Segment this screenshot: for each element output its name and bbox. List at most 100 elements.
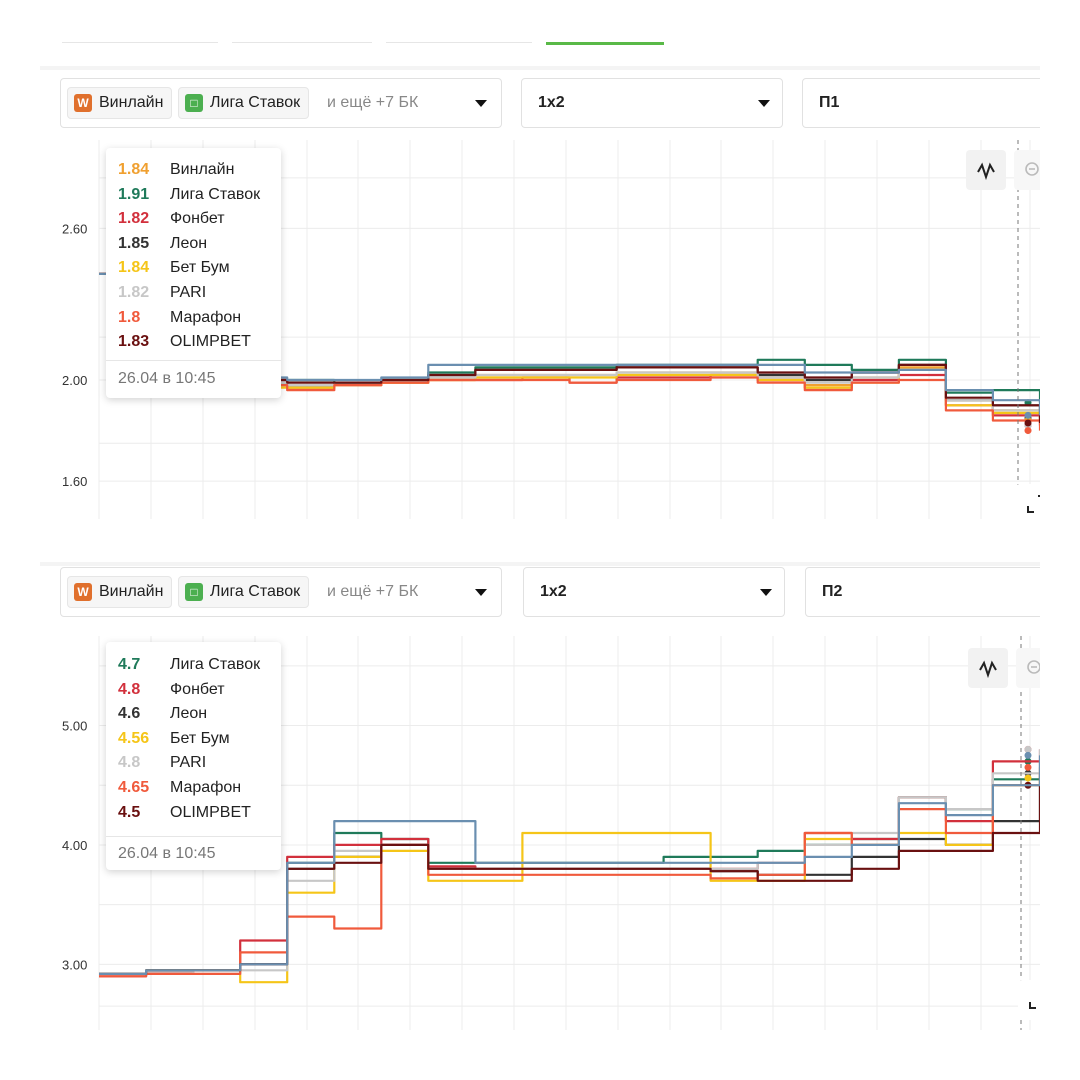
tooltip-row: 1.85 Леон: [118, 233, 207, 255]
liga-stavok-logo-icon: □: [185, 94, 203, 112]
chevron-down-icon[interactable]: [475, 589, 487, 596]
y-tick-label: 2.60: [62, 221, 87, 236]
tooltip-value: 4.8: [118, 754, 141, 772]
tooltip-row: 4.65 Марафон: [118, 777, 241, 799]
bk-chip-winline[interactable]: W Винлайн: [67, 576, 173, 608]
tooltip-row: 1.91 Лига Ставок: [118, 184, 260, 206]
top-tab-3[interactable]: [386, 36, 532, 43]
odds-chart-p2: 3.00 4.00 5.00: [62, 636, 1040, 1030]
bk-selector[interactable]: W Винлайн □ Лига Ставок и ещё +7 БК: [60, 567, 502, 617]
tooltip-row: 1.84 Бет Бум: [118, 257, 230, 279]
y-tick-label: 3.00: [62, 957, 87, 972]
series-end-point: [1024, 427, 1032, 435]
chevron-down-icon[interactable]: [475, 100, 487, 107]
tooltip-bk-name: Бет Бум: [170, 729, 230, 747]
tooltip-separator: [106, 836, 281, 837]
tooltip-bk-name: Леон: [170, 705, 208, 723]
tooltip-row: 4.56 Бет Бум: [118, 728, 230, 750]
smooth-toggle-button[interactable]: [966, 150, 1006, 190]
tooltip-row: 1.82 Фонбет: [118, 208, 225, 230]
market-select[interactable]: 1x2: [523, 567, 785, 617]
top-tab-2[interactable]: [232, 36, 372, 43]
tooltip-bk-name: Лига Ставок: [170, 656, 261, 673]
bk-chip-winline[interactable]: W Винлайн: [67, 87, 173, 119]
top-tab-1[interactable]: [62, 36, 218, 43]
tooltip-value: 1.82: [118, 210, 150, 228]
series-end-point: [1024, 419, 1032, 427]
tooltip-bk-name: Леон: [170, 234, 208, 252]
tooltip-bk-name: Фонбет: [170, 680, 225, 698]
tooltip-row: 4.7 Лига Ставок: [118, 654, 260, 676]
tooltip-value: 4.6: [118, 705, 141, 723]
zoom-out-button[interactable]: [1014, 150, 1040, 190]
series-end-point: [1024, 745, 1032, 753]
chevron-down-icon[interactable]: [758, 100, 770, 107]
tooltip-date: 26.04 в 10:45: [118, 370, 216, 387]
more-bk-label: и ещё +7 БК: [327, 94, 419, 111]
tooltip-bk-name: OLIMPBET: [170, 803, 251, 821]
tooltip-bk-name: Лига Ставок: [170, 185, 261, 203]
tooltip-row: 1.8 Марафон: [118, 307, 241, 329]
tooltip-bk-name: PARI: [170, 754, 207, 772]
market-select[interactable]: 1x2: [521, 78, 783, 128]
tooltip-value: 1.8: [118, 308, 141, 326]
tooltip-bk-name: PARI: [170, 284, 207, 301]
smooth-toggle-button[interactable]: [968, 648, 1008, 688]
wave-icon: [977, 162, 995, 181]
winline-logo-icon: W: [74, 583, 92, 601]
liga-stavok-logo-icon: □: [185, 583, 203, 601]
y-tick-label: 2.00: [62, 373, 87, 388]
tooltip-value: 1.85: [118, 234, 150, 252]
y-tick-label: 1.60: [62, 474, 87, 489]
market-value: 1x2: [538, 94, 565, 111]
tooltip-value: 1.84: [118, 259, 150, 277]
tooltip-value: 4.65: [118, 779, 150, 796]
bk-selector[interactable]: W Винлайн □ Лига Ставок и ещё +7 БК: [60, 78, 502, 128]
top-tab-active[interactable]: [546, 36, 664, 45]
outcome-value: П2: [822, 583, 843, 600]
series-end-point: [1024, 774, 1032, 782]
tooltip-row: 4.6 Леон: [118, 703, 207, 725]
bk-chip-label: Лига Ставок: [210, 583, 301, 600]
top-tabs: [0, 0, 1080, 48]
expand-button[interactable]: [1018, 980, 1040, 1020]
tooltip-value: 1.91: [118, 185, 150, 203]
tooltip-value: 1.84: [118, 161, 150, 178]
tooltip-bk-name: Марафон: [170, 779, 242, 796]
tooltip-value: 1.83: [118, 333, 150, 351]
odds-panel-p2: W Винлайн □ Лига Ставок и ещё +7 БК 1x2 …: [40, 562, 1040, 1042]
bk-chip-label: Лига Ставок: [210, 94, 301, 111]
tooltip-separator: [106, 360, 281, 361]
winline-logo-icon: W: [74, 94, 92, 112]
tooltip-date: 26.04 в 10:45: [118, 845, 216, 862]
tooltip-bk-name: Марафон: [170, 308, 242, 326]
zoom-out-button[interactable]: [1016, 648, 1040, 688]
y-tick-label: 5.00: [62, 719, 87, 734]
odds-tooltip: 4.7 Лига Ставок 4.8 Фонбет 4.6 Леон 4.56 Бет Бу…: [106, 642, 281, 870]
expand-button[interactable]: [1016, 484, 1040, 524]
chevron-down-icon[interactable]: [760, 589, 772, 596]
series-end-point: [1024, 411, 1032, 419]
panel-strip: [40, 66, 1040, 70]
outcome-select[interactable]: П1: [802, 78, 1040, 128]
outcome-select[interactable]: П2: [805, 567, 1040, 617]
bk-chip-label: Винлайн: [99, 583, 164, 600]
tooltip-value: 4.56: [118, 729, 150, 747]
zoom-out-icon: [1027, 660, 1040, 674]
outcome-value: П1: [819, 94, 840, 111]
tooltip-row: 1.84 Винлайн: [118, 159, 234, 181]
tooltip-row: 4.5 OLIMPBET: [118, 802, 251, 824]
series-line-марафон: [99, 767, 1040, 978]
tooltip-row: 1.83 OLIMPBET: [118, 331, 251, 353]
bk-chip-liga-stavok[interactable]: □ Лига Ставок: [178, 576, 310, 608]
more-bk-label: и ещё +7 БК: [327, 583, 419, 600]
tooltip-value: 1.82: [118, 284, 150, 301]
odds-panel-p1: W Винлайн □ Лига Ставок и ещё +7 БК 1x2 …: [40, 66, 1040, 531]
series-end-point: [1024, 751, 1032, 759]
zoom-out-icon: [1025, 162, 1039, 176]
series-line-бет-бум: [99, 778, 1040, 984]
series-end-point: [1024, 763, 1032, 771]
bk-chip-liga-stavok[interactable]: □ Лига Ставок: [178, 87, 310, 119]
market-value: 1x2: [540, 583, 567, 600]
tooltip-row: 4.8 Фонбет: [118, 679, 225, 701]
